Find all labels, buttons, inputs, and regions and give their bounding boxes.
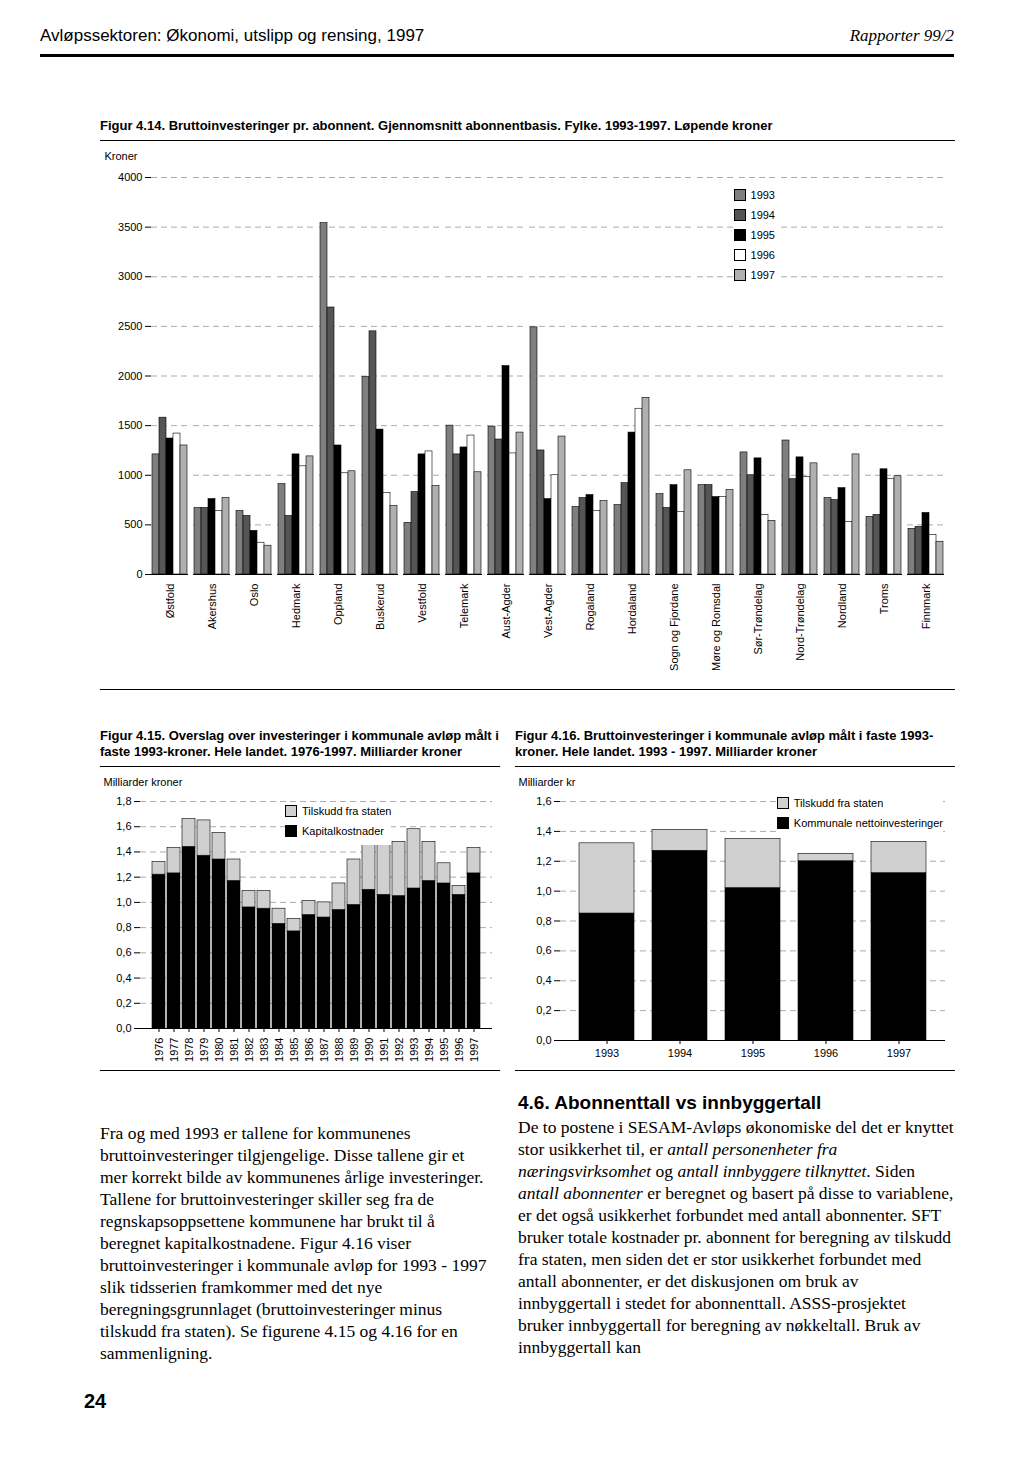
svg-text:1994: 1994 — [668, 1047, 692, 1059]
svg-text:Vestfold: Vestfold — [416, 584, 428, 623]
html-text:De to postene i SESAM-Avløps ø: De to postene i SESAM-Avløps økonomiske … — [518, 1117, 954, 1181]
html-text:Tilskudd fra staten: Tilskudd fra staten — [793, 797, 884, 809]
svg-text:1990: 1990 — [363, 1038, 375, 1062]
svg-text:1989: 1989 — [348, 1038, 360, 1062]
svg-text:1982: 1982 — [243, 1038, 255, 1062]
svg-text:1997: 1997 — [468, 1038, 480, 1062]
svg-text:1991: 1991 — [378, 1038, 390, 1062]
svg-text:Rogaland: Rogaland — [584, 584, 596, 631]
svg-text:1,0: 1,0 — [536, 885, 551, 897]
svg-text:0,0: 0,0 — [116, 1022, 131, 1034]
svg-text:0,2: 0,2 — [536, 1004, 551, 1016]
svg-text:Finnmark: Finnmark — [920, 583, 932, 629]
svg-text:Milliarder kr: Milliarder kr — [519, 776, 576, 788]
svg-text:1,6: 1,6 — [116, 820, 131, 832]
svg-text:0,6: 0,6 — [116, 946, 131, 958]
svg-text:4000: 4000 — [118, 171, 142, 183]
svg-text:1993: 1993 — [408, 1038, 420, 1062]
svg-text:Sogn og Fjordane: Sogn og Fjordane — [668, 584, 680, 671]
svg-text:0,4: 0,4 — [116, 972, 131, 984]
svg-text:0,8: 0,8 — [536, 915, 551, 927]
svg-text:1976: 1976 — [153, 1038, 165, 1062]
html-text:Figur 4.16. Bruttoinvesteringe: Figur 4.16. Bruttoinvesteringer i kommun… — [515, 728, 934, 759]
svg-text:1000: 1000 — [118, 469, 142, 481]
html-text:antall abonnenter er beregnet: antall abonnenter er beregnet og basert … — [518, 1183, 954, 1357]
svg-text:1987: 1987 — [318, 1038, 330, 1062]
html-text:Figur 4.14. Bruttoinvesteringe: Figur 4.14. Bruttoinvesteringer pr. abon… — [100, 118, 773, 133]
svg-text:2000: 2000 — [118, 370, 142, 382]
svg-text:Nord-Trøndelag: Nord-Trøndelag — [794, 584, 806, 661]
svg-text:1979: 1979 — [198, 1038, 210, 1062]
svg-text:1995: 1995 — [741, 1047, 765, 1059]
svg-text:1,2: 1,2 — [116, 871, 131, 883]
html-text:1994: 1994 — [750, 209, 775, 221]
svg-text:0: 0 — [136, 568, 142, 580]
svg-text:0,0: 0,0 — [536, 1034, 551, 1046]
html-text:1995: 1995 — [750, 229, 775, 241]
svg-text:Nordland: Nordland — [836, 584, 848, 629]
svg-text:Aust-Agder: Aust-Agder — [500, 583, 512, 638]
svg-text:Møre og Romsdal: Møre og Romsdal — [710, 584, 722, 671]
svg-text:0,8: 0,8 — [116, 921, 131, 933]
svg-text:1983: 1983 — [258, 1038, 270, 1062]
svg-text:3000: 3000 — [118, 270, 142, 282]
html-text:Tilskudd fra staten: Tilskudd fra staten — [302, 805, 392, 817]
html-text:Figur 4.15. Overslag over inve: Figur 4.15. Overslag over investeringer … — [100, 728, 499, 759]
svg-text:1994: 1994 — [423, 1038, 435, 1062]
svg-text:1978: 1978 — [183, 1038, 195, 1062]
svg-text:500: 500 — [124, 518, 142, 530]
svg-text:Hordaland: Hordaland — [626, 584, 638, 635]
svg-text:1,4: 1,4 — [536, 825, 551, 837]
svg-text:Hedmark: Hedmark — [290, 583, 302, 628]
svg-text:Sør-Trøndelag: Sør-Trøndelag — [752, 584, 764, 655]
svg-text:Telemark: Telemark — [458, 583, 470, 628]
svg-text:1985: 1985 — [288, 1038, 300, 1062]
html-text:1997: 1997 — [750, 269, 775, 281]
svg-text:Oppland: Oppland — [332, 584, 344, 626]
html-text:24: 24 — [84, 1390, 107, 1412]
svg-text:1992: 1992 — [393, 1038, 405, 1062]
svg-text:1,4: 1,4 — [116, 845, 131, 857]
svg-text:3500: 3500 — [118, 221, 142, 233]
svg-text:1500: 1500 — [118, 419, 142, 431]
html-text:Avløpssektoren: Økonomi, utsli: Avløpssektoren: Økonomi, utslipp og rens… — [40, 26, 425, 45]
svg-text:Kroner: Kroner — [105, 150, 138, 162]
svg-text:1995: 1995 — [438, 1038, 450, 1062]
svg-text:1996: 1996 — [814, 1047, 838, 1059]
svg-text:1996: 1996 — [453, 1038, 465, 1062]
svg-text:1977: 1977 — [168, 1038, 180, 1062]
svg-text:0,4: 0,4 — [536, 974, 551, 986]
svg-text:1997: 1997 — [887, 1047, 911, 1059]
svg-text:Milliarder kroner: Milliarder kroner — [104, 776, 183, 788]
svg-text:Akershus: Akershus — [206, 583, 218, 629]
html-text:Kommunale nettoinvesteringer: Kommunale nettoinvesteringer — [793, 817, 943, 829]
svg-text:Østfold: Østfold — [164, 584, 176, 619]
svg-text:0,6: 0,6 — [536, 944, 551, 956]
svg-text:Buskerud: Buskerud — [374, 584, 386, 630]
svg-text:Oslo: Oslo — [248, 584, 260, 607]
svg-text:Vest-Agder: Vest-Agder — [542, 583, 554, 638]
svg-text:2500: 2500 — [118, 320, 142, 332]
svg-text:1980: 1980 — [213, 1038, 225, 1062]
svg-text:1,8: 1,8 — [116, 795, 131, 807]
html-text:Rapporter 99/2: Rapporter 99/2 — [849, 26, 954, 45]
svg-text:1984: 1984 — [273, 1038, 285, 1062]
svg-text:Troms: Troms — [878, 583, 890, 614]
svg-text:0,2: 0,2 — [116, 997, 131, 1009]
svg-text:1988: 1988 — [333, 1038, 345, 1062]
svg-text:1,2: 1,2 — [536, 855, 551, 867]
html-text:1993: 1993 — [750, 189, 775, 201]
svg-text:1986: 1986 — [303, 1038, 315, 1062]
html-text:4.6. Abonnenttall vs innbygger: 4.6. Abonnenttall vs innbyggertall — [518, 1092, 822, 1113]
svg-text:1,6: 1,6 — [536, 795, 551, 807]
html-text:Kapitalkostnader: Kapitalkostnader — [302, 825, 384, 837]
svg-text:1,0: 1,0 — [116, 896, 131, 908]
svg-text:1993: 1993 — [595, 1047, 619, 1059]
html-text:1996: 1996 — [750, 249, 775, 261]
svg-text:1981: 1981 — [228, 1038, 240, 1062]
html-text:Fra og med 1993 er tallene for: Fra og med 1993 er tallene for kommunene… — [100, 1123, 487, 1363]
